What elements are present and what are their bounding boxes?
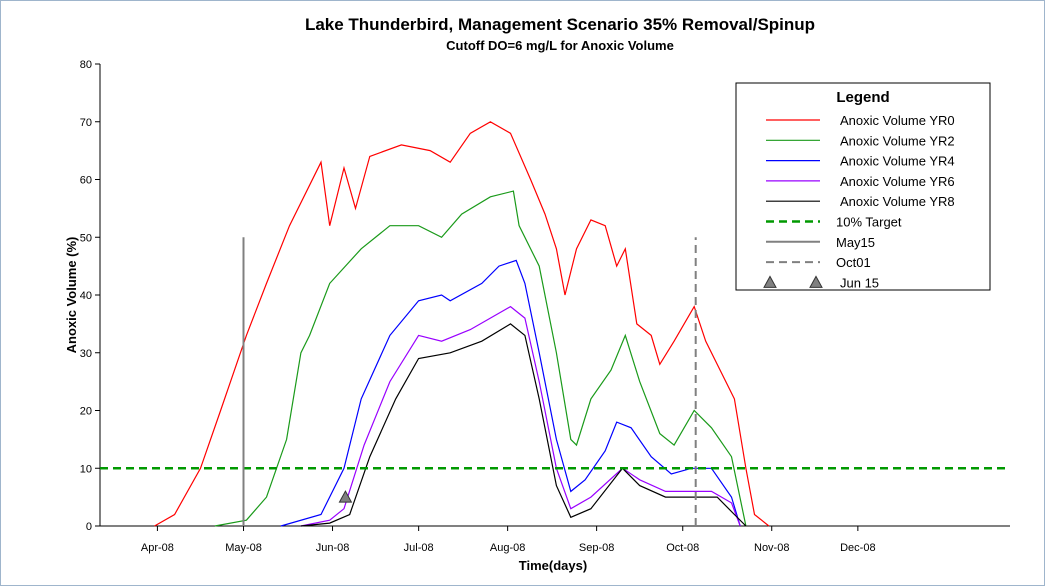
series-line — [280, 259, 741, 527]
series-line — [214, 190, 747, 527]
x-tick-label: Sep-08 — [579, 542, 614, 554]
x-tick-label: Jul-08 — [404, 542, 434, 554]
x-tick-label: Apr-08 — [141, 542, 174, 554]
marker — [338, 490, 353, 503]
legend-marker — [763, 275, 777, 288]
legend-label: Anoxic Volume YR6 — [840, 174, 955, 189]
x-tick-label: Dec-08 — [840, 542, 875, 554]
x-tick-label: Nov-08 — [754, 542, 789, 554]
series-line — [300, 323, 747, 527]
legend-title: Legend — [836, 89, 889, 106]
y-tick-label: 40 — [80, 290, 92, 302]
y-tick-label: 10 — [80, 463, 92, 475]
legend-box — [735, 82, 991, 291]
x-axis-label: Time(days) — [519, 558, 587, 573]
x-tick-label: Jun-08 — [316, 542, 350, 554]
chart-subtitle: Cutoff DO=6 mg/L for Anoxic Volume — [446, 38, 674, 53]
y-tick-label: 50 — [80, 232, 92, 244]
chart-title: Lake Thunderbird, Management Scenario 35… — [305, 15, 815, 34]
legend-label: May15 — [836, 235, 875, 250]
legend-label: Anoxic Volume YR4 — [840, 154, 955, 169]
y-tick-label: 20 — [80, 406, 92, 418]
legend-label: Anoxic Volume YR8 — [840, 194, 955, 209]
y-tick-label: 30 — [80, 348, 92, 360]
legend-label: 10% Target — [836, 215, 902, 230]
legend-label: Jun 15 — [840, 275, 879, 290]
y-tick-label: 60 — [80, 175, 92, 187]
y-tick-label: 0 — [86, 521, 92, 533]
legend-marker — [809, 275, 823, 288]
legend-label: Anoxic Volume YR0 — [840, 113, 955, 128]
x-tick-label: Oct-08 — [666, 542, 699, 554]
series-line — [300, 305, 741, 527]
x-tick-label: May-08 — [225, 542, 262, 554]
series-line — [154, 121, 770, 527]
y-tick-label: 80 — [80, 59, 92, 71]
x-tick-label: Aug-08 — [490, 542, 525, 554]
y-axis-label: Anoxic Volume (%) — [64, 237, 79, 354]
legend-label: Anoxic Volume YR2 — [840, 133, 955, 148]
legend-label: Oct01 — [836, 255, 871, 270]
y-tick-label: 70 — [80, 117, 92, 129]
